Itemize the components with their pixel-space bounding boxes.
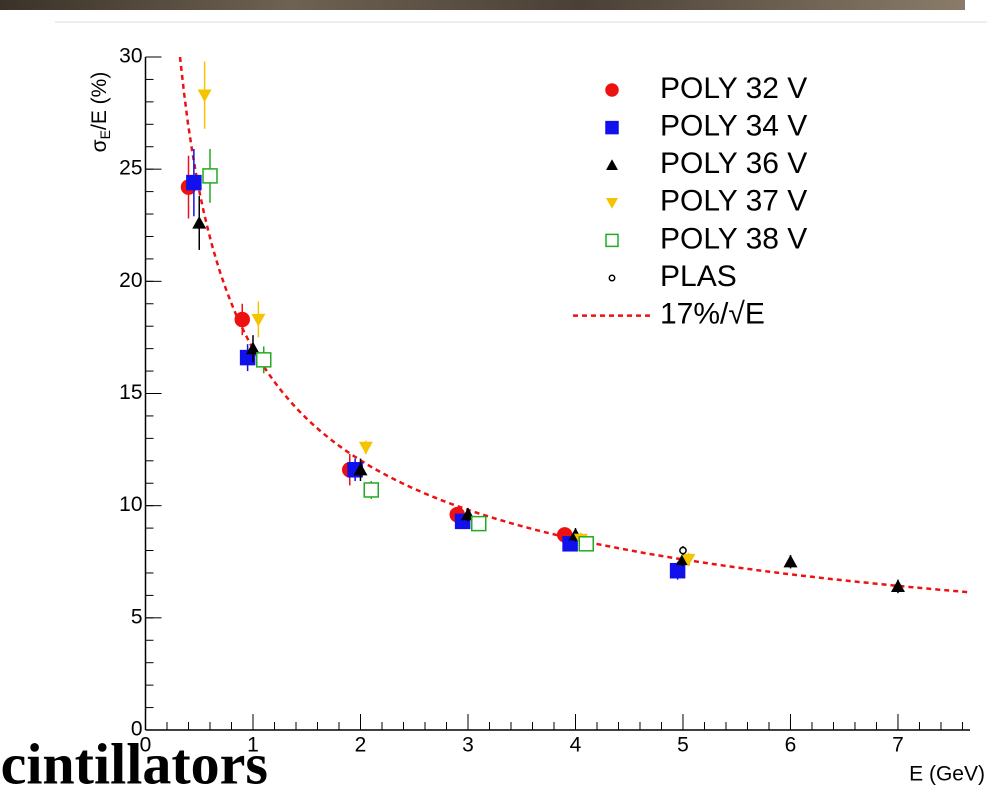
y-label-subscript: E xyxy=(97,130,113,139)
marker xyxy=(578,536,594,552)
y-tick-label: 5 xyxy=(131,605,143,628)
x-tick-label: 5 xyxy=(677,734,689,757)
marker xyxy=(470,515,487,532)
y-label-rest: /E (%) xyxy=(88,72,111,130)
photo-strip xyxy=(0,0,965,10)
marker xyxy=(251,313,266,327)
y-tick-label: 0 xyxy=(131,718,143,741)
legend-label: PLAS xyxy=(660,260,737,293)
legend-label: 17%/√E xyxy=(660,298,765,331)
legend-marker xyxy=(608,274,616,282)
legend-marker xyxy=(606,198,618,209)
y-tick-label: 20 xyxy=(119,269,142,292)
x-tick-label: 4 xyxy=(570,734,582,757)
legend-label: POLY 37 V xyxy=(660,185,807,218)
marker xyxy=(353,462,368,476)
y-tick-label: 25 xyxy=(119,157,142,180)
fit-curve xyxy=(178,56,971,594)
marker xyxy=(245,341,260,355)
marker xyxy=(890,579,905,593)
marker xyxy=(363,482,379,498)
legend-marker xyxy=(605,83,619,97)
x-tick-label: 1 xyxy=(247,734,259,757)
marker xyxy=(681,553,696,567)
x-tick-label: 2 xyxy=(355,734,367,757)
x-tick-label: 6 xyxy=(785,734,797,757)
marker xyxy=(358,441,373,455)
marker xyxy=(202,168,218,184)
y-tick-label: 10 xyxy=(119,493,142,516)
legend-marker xyxy=(605,120,619,135)
legend-marker xyxy=(605,233,619,248)
marker xyxy=(783,554,798,568)
marker xyxy=(234,311,250,328)
y-tick-label: 15 xyxy=(119,381,142,404)
marker xyxy=(186,174,202,191)
x-axis-label: E (GeV) xyxy=(909,763,985,786)
y-tick-label: 30 xyxy=(119,45,142,68)
marker xyxy=(197,89,212,103)
legend-label: POLY 36 V xyxy=(660,147,807,180)
y-label-symbol: σ xyxy=(88,139,111,152)
x-tick-label: 3 xyxy=(462,734,474,757)
marker xyxy=(255,352,272,368)
x-tick-label: 0 xyxy=(140,734,152,757)
x-tick-label: 7 xyxy=(892,734,904,757)
marker xyxy=(679,546,687,555)
legend-label: POLY 38 V xyxy=(660,222,807,255)
legend-marker xyxy=(606,159,618,170)
slide-text: scintillators xyxy=(0,731,268,789)
legend-label: POLY 32 V xyxy=(660,72,807,105)
y-axis-label: σE/E (%) xyxy=(88,72,113,153)
marker xyxy=(192,216,207,229)
legend-label: POLY 34 V xyxy=(660,110,807,143)
